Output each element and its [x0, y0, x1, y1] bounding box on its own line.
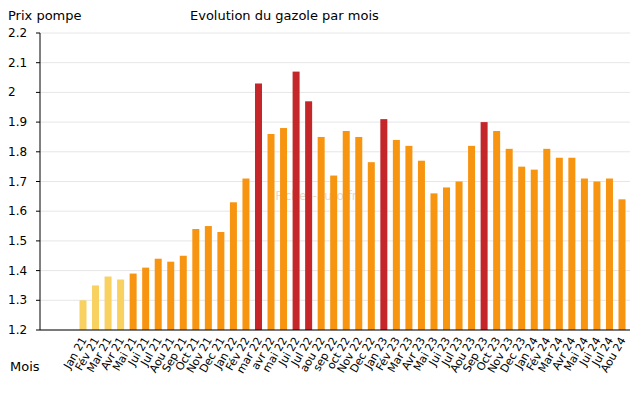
bar [192, 229, 199, 330]
bar [556, 158, 563, 330]
bar [581, 179, 588, 330]
y-tick [36, 62, 40, 63]
bar [393, 140, 400, 330]
y-tick [36, 33, 40, 34]
bar [481, 122, 488, 330]
y-tick-label: 1.7 [8, 175, 27, 189]
bar [80, 300, 87, 330]
bar [180, 256, 187, 330]
bar [92, 285, 99, 330]
bar [318, 137, 325, 330]
bar [117, 280, 124, 330]
y-tick [36, 240, 40, 241]
bar [280, 128, 287, 330]
y-axis-label: Prix pompe [8, 8, 82, 23]
bar [506, 149, 513, 330]
y-tick [36, 181, 40, 182]
bar [268, 134, 275, 330]
bar [155, 259, 162, 330]
bar [568, 158, 575, 330]
bar [531, 170, 538, 330]
bar [456, 182, 463, 331]
bar [443, 187, 450, 330]
y-tick-label: 1.9 [8, 115, 27, 129]
x-axis [40, 330, 630, 331]
bar [468, 146, 475, 330]
bar [167, 262, 174, 330]
title: Evolution du gazole par mois [190, 8, 379, 23]
bar [330, 176, 337, 330]
bar [606, 179, 613, 330]
bar [305, 101, 312, 330]
grid-line [40, 92, 630, 93]
bar [242, 179, 249, 330]
bar [355, 137, 362, 330]
x-tick-label: Aou 24 [598, 335, 629, 375]
y-tick-label: 1.3 [8, 293, 27, 307]
grid-line [40, 122, 630, 123]
grid-line [40, 330, 630, 331]
bar [343, 131, 350, 330]
bar [593, 182, 600, 331]
y-tick [36, 330, 40, 331]
bar [205, 226, 212, 330]
bar [543, 149, 550, 330]
bars [80, 72, 626, 330]
y-tick [36, 211, 40, 212]
bar [619, 199, 626, 330]
bar [142, 268, 149, 330]
chart: 1.21.31.41.51.61.71.81.922.12.2Fiches-au… [0, 0, 640, 400]
grid-line [40, 33, 630, 34]
bar [255, 83, 262, 330]
bar [368, 162, 375, 330]
bar [405, 146, 412, 330]
y-tick-label: 1.8 [8, 145, 27, 159]
y-tick [36, 270, 40, 271]
y-tick-label: 1.5 [8, 234, 27, 248]
grid-line [40, 151, 630, 152]
y-tick-label: 2.2 [8, 26, 27, 40]
bar [217, 232, 224, 330]
y-tick [36, 300, 40, 301]
bar [230, 202, 237, 330]
bar [293, 72, 300, 330]
bar [380, 119, 387, 330]
y-tick-label: 1.4 [8, 264, 27, 278]
y-tick [36, 151, 40, 152]
y-axis [40, 33, 41, 330]
bar [430, 193, 437, 330]
y-tick-label: 1.2 [8, 323, 27, 337]
bar [518, 167, 525, 330]
bar [418, 161, 425, 330]
y-tick-label: 2 [8, 85, 16, 99]
y-tick-label: 1.6 [8, 204, 27, 218]
y-tick-label: 2.1 [8, 56, 27, 70]
y-tick [36, 122, 40, 123]
bar [105, 277, 112, 330]
bar [493, 131, 500, 330]
x-axis-label: Mois [10, 359, 40, 374]
y-tick [36, 92, 40, 93]
grid-line [40, 62, 630, 63]
bar [130, 274, 137, 330]
